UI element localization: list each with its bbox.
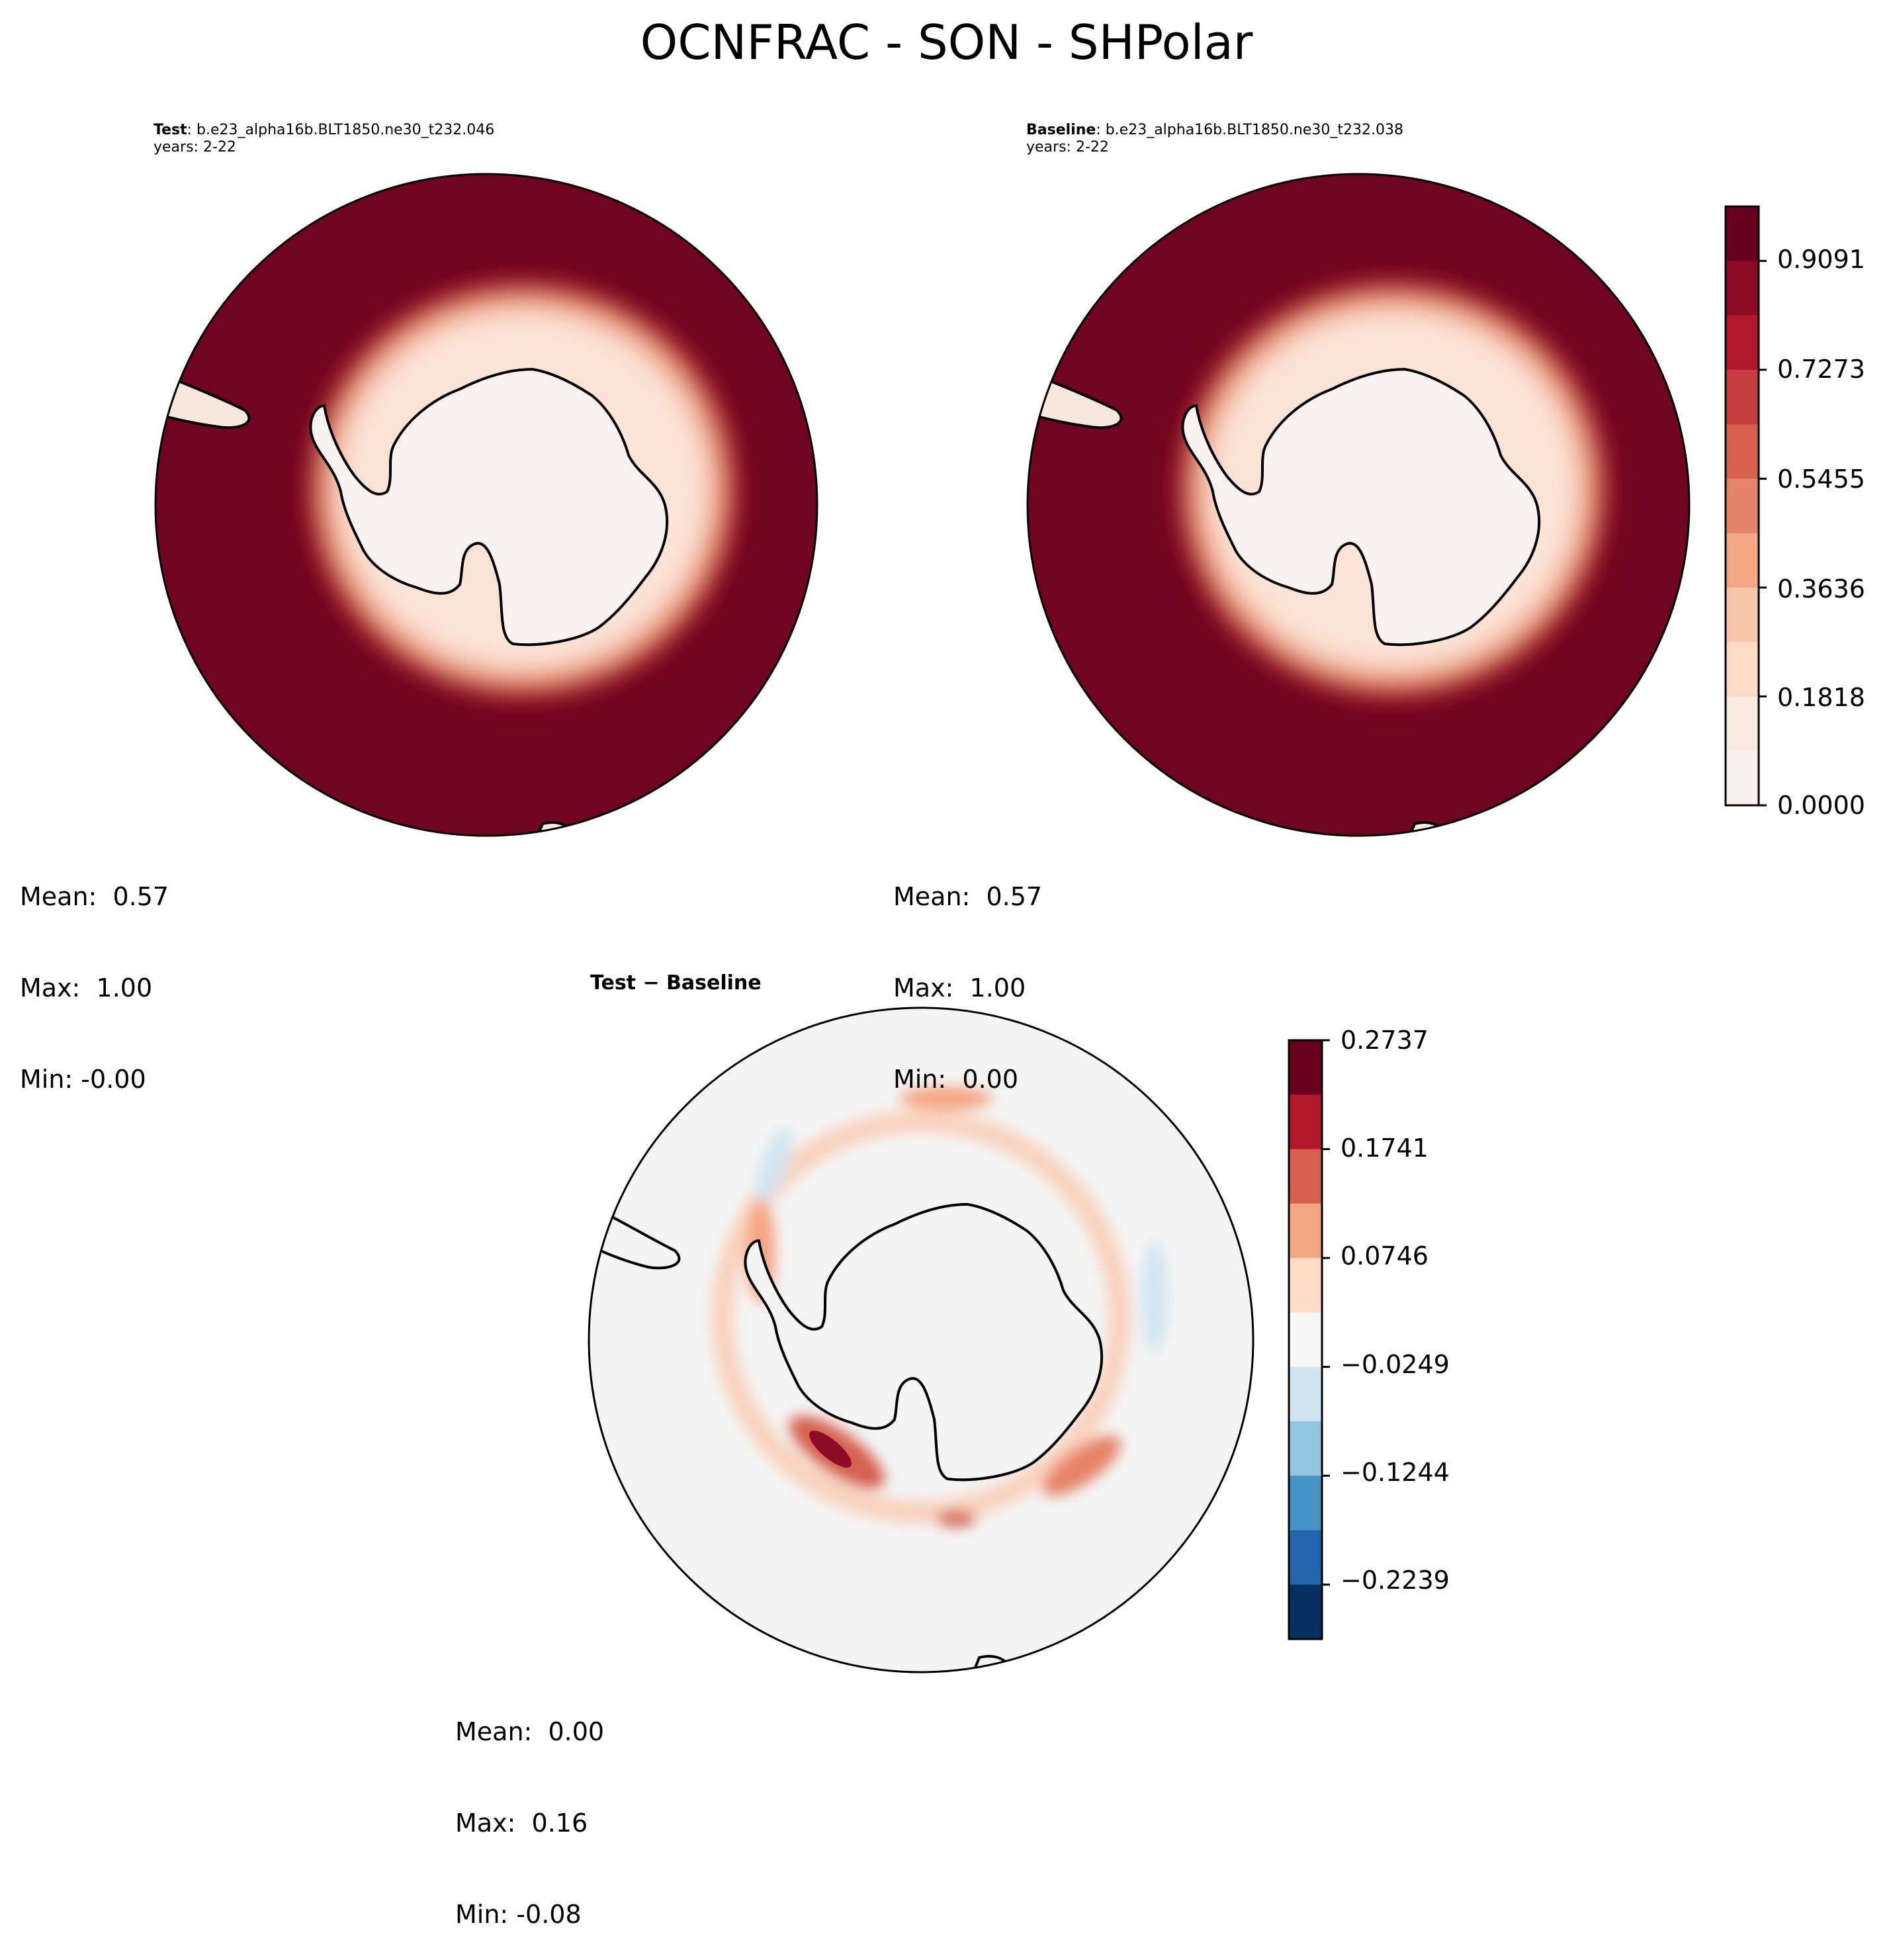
- diff-colorbar-segment: [1289, 1584, 1322, 1640]
- main-colorbar-segment: [1726, 369, 1759, 425]
- diff-stats: Mean: 0.00 Max: 0.16 Min: -0.08: [455, 1656, 604, 1960]
- diff-colorbar-segment: [1289, 1476, 1322, 1531]
- main-colorbar-tick: 0.1818: [1777, 683, 1865, 712]
- main-colorbar-segment: [1726, 315, 1759, 371]
- main-colorbar-tick: 0.3636: [1777, 574, 1865, 603]
- main-colorbar-segment: [1726, 206, 1759, 261]
- baseline-case-name: : b.e23_alpha16b.BLT1850.ne30_t232.038: [1096, 122, 1403, 138]
- figure-title: OCNFRAC - SON - SHPolar: [640, 15, 1253, 70]
- diff-colorbar-segment: [1289, 1040, 1322, 1095]
- diff-colorbar-tick: 0.2737: [1341, 1026, 1429, 1055]
- test-years: years: 2-22: [154, 139, 236, 156]
- diff-colorbar-segment: [1289, 1312, 1322, 1368]
- test-stats: Mean: 0.57 Max: 1.00 Min: -0.00: [20, 821, 169, 1125]
- main-colorbar-tick: 0.5455: [1777, 465, 1865, 494]
- main-colorbar-segment: [1726, 642, 1759, 697]
- diff-map-border: [588, 1006, 1255, 1673]
- baseline-panel-title: Baseline: b.e23_alpha16b.BLT1850.ne30_t2…: [1026, 122, 1403, 156]
- diff-colorbar-segment: [1289, 1203, 1322, 1259]
- diff-colorbar-segment: [1289, 1421, 1322, 1476]
- diff-max: Max: 0.16: [455, 1808, 588, 1838]
- main-colorbar-tick: 0.9091: [1777, 245, 1865, 274]
- baseline-max: Max: 1.00: [893, 973, 1026, 1002]
- baseline-map-border: [1026, 173, 1691, 837]
- main-colorbar-outline: [1724, 205, 1760, 807]
- main-colorbar-segment: [1726, 587, 1759, 643]
- baseline-stats: Mean: 0.57 Max: 1.00 Min: 0.00: [893, 821, 1042, 1125]
- diff-min: Min: -0.08: [455, 1900, 582, 1929]
- diff-colorbar-tick: 0.1741: [1341, 1134, 1429, 1163]
- baseline-label: Baseline: [1026, 122, 1096, 138]
- baseline-min: Min: 0.00: [893, 1065, 1018, 1094]
- test-map: [155, 174, 817, 836]
- diff-colorbar-tick: −0.2239: [1341, 1566, 1450, 1595]
- main-colorbar-segment: [1726, 478, 1759, 534]
- diff-colorbar-segment: [1289, 1094, 1322, 1150]
- figure-canvas: [154, 173, 1767, 1673]
- diff-colorbar-segment: [1289, 1149, 1322, 1204]
- test-mean: Mean: 0.57: [20, 882, 169, 911]
- main-colorbar-segment: [1726, 261, 1759, 316]
- diff-map: [589, 1008, 1253, 1672]
- diff-colorbar-segment: [1289, 1530, 1322, 1585]
- main-colorbar-segment: [1726, 533, 1759, 588]
- diff-colorbar: [1288, 1039, 1330, 1640]
- diff-colorbar-outline: [1288, 1039, 1323, 1640]
- test-case-name: : b.e23_alpha16b.BLT1850.ne30_t232.046: [187, 122, 495, 138]
- diff-panel-title: Test − Baseline: [590, 971, 762, 995]
- main-colorbar: [1724, 205, 1767, 807]
- baseline-mean: Mean: 0.57: [893, 882, 1043, 911]
- diff-colorbar-tick: 0.0746: [1341, 1241, 1429, 1270]
- baseline-years: years: 2-22: [1026, 139, 1109, 156]
- diff-mean: Mean: 0.00: [455, 1717, 605, 1746]
- main-colorbar-segment: [1726, 424, 1759, 479]
- main-colorbar-segment: [1726, 750, 1759, 806]
- test-max: Max: 1.00: [20, 973, 153, 1002]
- diff-colorbar-tick: −0.1244: [1341, 1458, 1450, 1487]
- main-colorbar-tick: 0.0000: [1777, 791, 1865, 820]
- diff-colorbar-tick: −0.0249: [1341, 1350, 1450, 1379]
- diff-colorbar-segment: [1289, 1366, 1322, 1422]
- main-colorbar-segment: [1726, 696, 1759, 752]
- test-min: Min: -0.00: [20, 1065, 146, 1094]
- diff-colorbar-segment: [1289, 1258, 1322, 1313]
- baseline-map: [1028, 174, 1689, 836]
- test-label: Test: [154, 122, 187, 138]
- test-map-border: [154, 173, 818, 837]
- main-colorbar-tick: 0.7273: [1777, 355, 1865, 384]
- test-panel-title: Test: b.e23_alpha16b.BLT1850.ne30_t232.0…: [154, 122, 494, 156]
